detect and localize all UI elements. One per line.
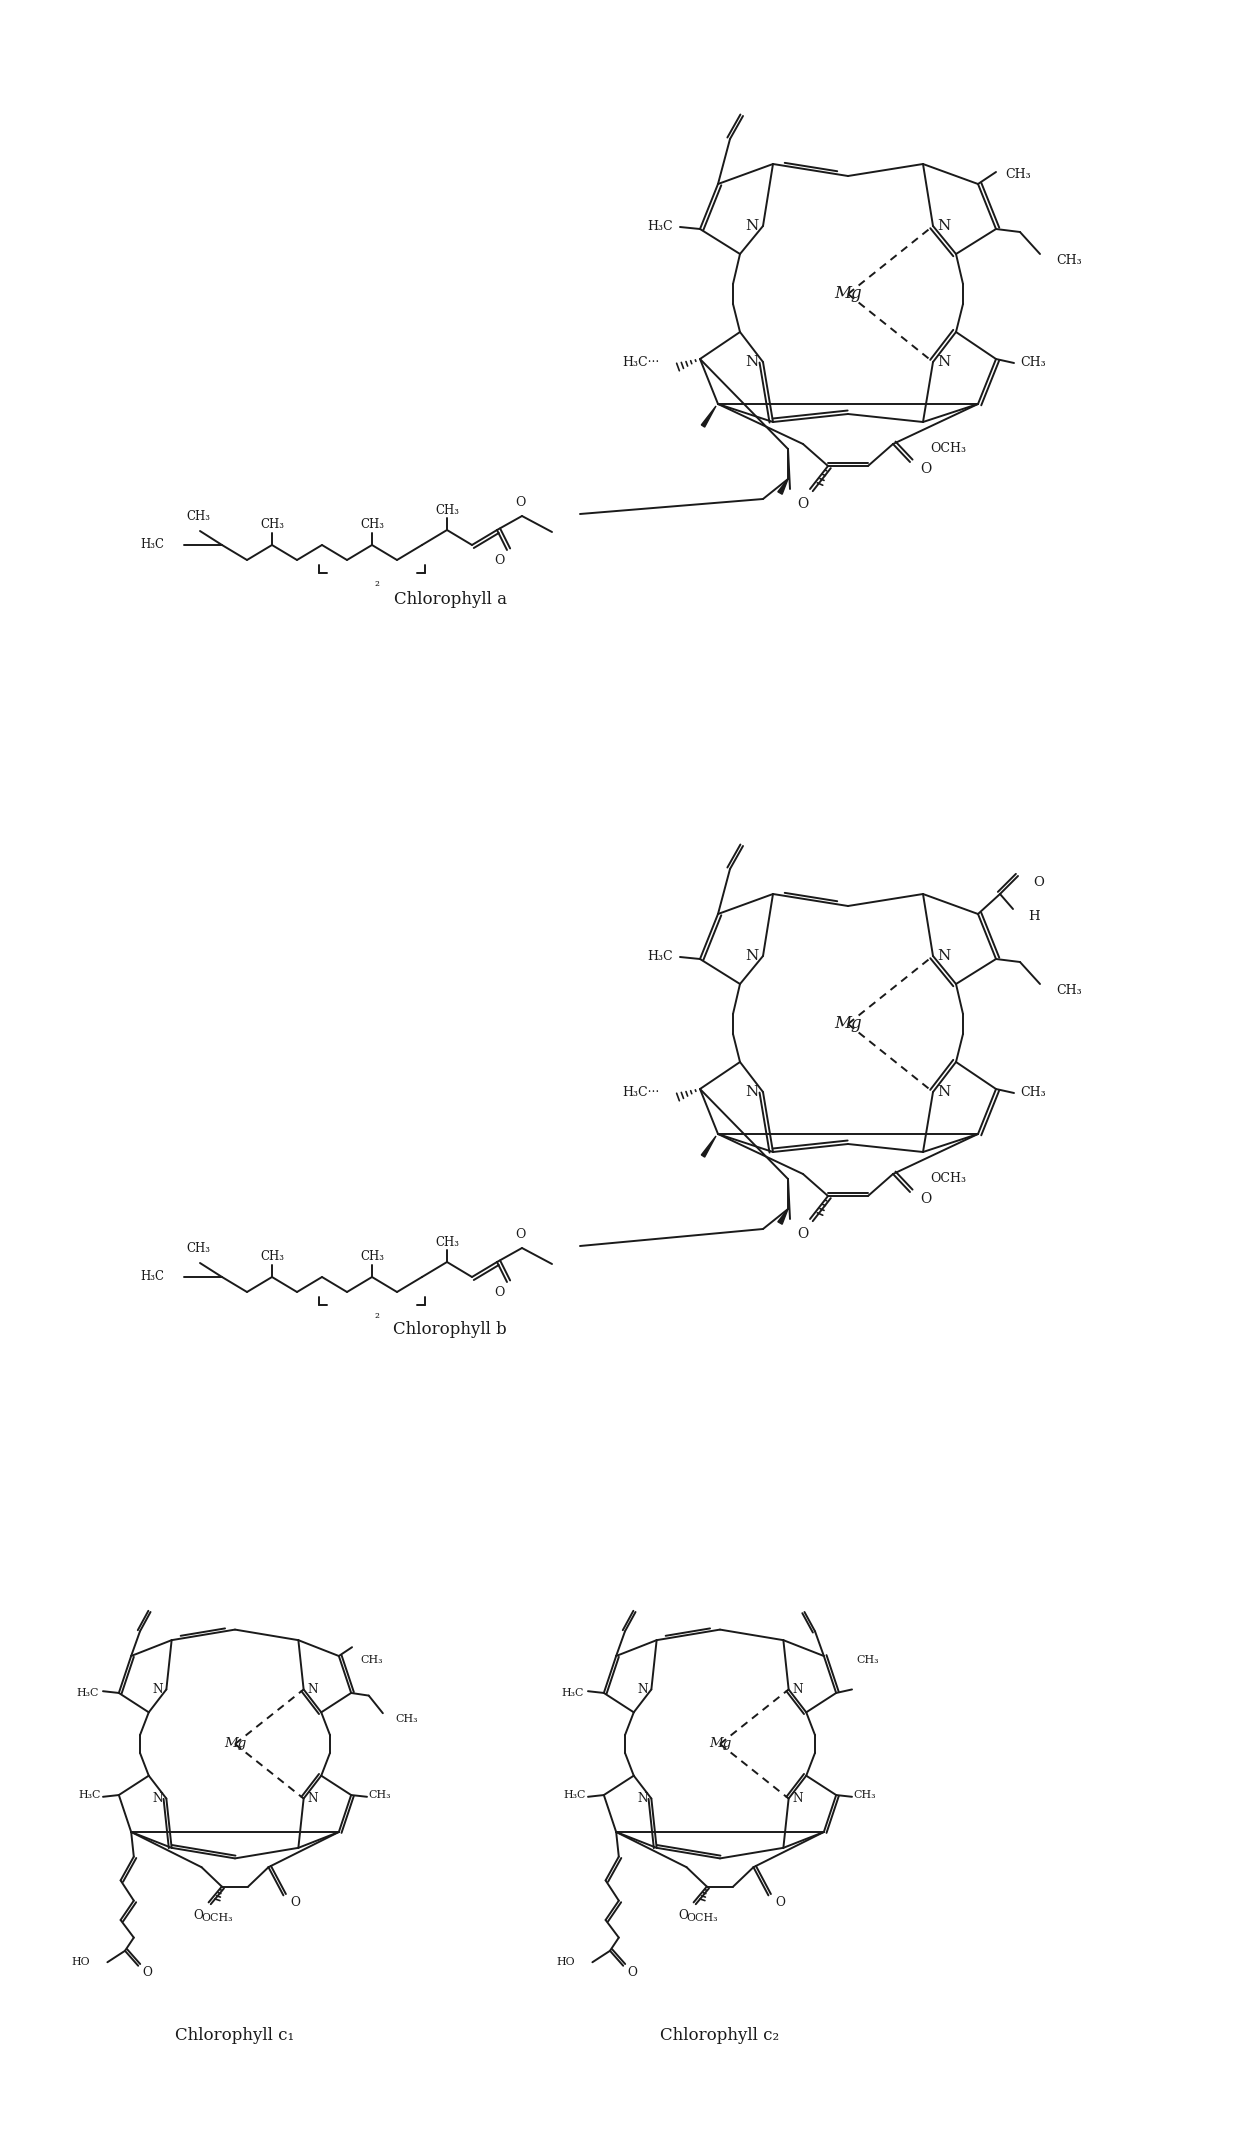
Text: H₃C: H₃C: [140, 1270, 164, 1283]
Text: Mg: Mg: [835, 286, 862, 303]
Text: CH₃: CH₃: [1021, 1086, 1045, 1099]
Text: ₂: ₂: [374, 1308, 379, 1321]
Text: O: O: [494, 1285, 505, 1297]
Text: Chlorophyll c₂: Chlorophyll c₂: [661, 2027, 780, 2044]
Text: H₃C: H₃C: [560, 1688, 584, 1699]
Text: CH₃: CH₃: [186, 1242, 210, 1255]
Text: CH₃: CH₃: [360, 1251, 384, 1263]
Text: Mg: Mg: [835, 1016, 862, 1033]
Text: OCH₃: OCH₃: [687, 1914, 718, 1923]
Text: N: N: [745, 354, 759, 369]
Text: H₃C: H₃C: [647, 220, 673, 233]
Text: N: N: [637, 1793, 647, 1805]
Text: H₃C···: H₃C···: [622, 1086, 660, 1099]
Text: N: N: [153, 1684, 162, 1697]
Text: H₃C: H₃C: [76, 1688, 99, 1699]
Text: Chlorophyll a: Chlorophyll a: [393, 591, 506, 608]
Text: OCH₃: OCH₃: [930, 1172, 966, 1187]
Text: HO: HO: [557, 1957, 575, 1968]
Text: O: O: [775, 1895, 785, 1910]
Text: H: H: [1028, 909, 1039, 922]
Text: CH₃: CH₃: [857, 1656, 879, 1665]
Text: O: O: [143, 1965, 153, 1980]
Polygon shape: [777, 478, 787, 495]
Text: Chlorophyll c₁: Chlorophyll c₁: [175, 2027, 295, 2044]
Text: CH₃: CH₃: [854, 1790, 877, 1801]
Text: CH₃: CH₃: [360, 1656, 382, 1665]
Text: O: O: [193, 1910, 203, 1923]
Text: CH₃: CH₃: [360, 519, 384, 531]
Text: HO: HO: [71, 1957, 89, 1968]
Text: O: O: [920, 461, 931, 476]
Text: CH₃: CH₃: [435, 1236, 459, 1248]
Text: CH₃: CH₃: [435, 504, 459, 516]
Text: ₂: ₂: [374, 576, 379, 589]
Text: CH₃: CH₃: [1004, 166, 1030, 181]
Text: N: N: [937, 1084, 950, 1099]
Text: O: O: [515, 1229, 526, 1242]
Text: CH₃: CH₃: [1056, 984, 1081, 997]
Text: N: N: [937, 354, 950, 369]
Text: Mg: Mg: [223, 1737, 247, 1750]
Text: O: O: [290, 1895, 300, 1910]
Polygon shape: [777, 1210, 787, 1225]
Text: N: N: [308, 1684, 317, 1697]
Text: O: O: [1033, 875, 1044, 888]
Text: N: N: [792, 1793, 802, 1805]
Text: O: O: [920, 1193, 931, 1206]
Text: N: N: [937, 220, 950, 233]
Polygon shape: [702, 1135, 715, 1157]
Text: OCH₃: OCH₃: [202, 1914, 233, 1923]
Text: N: N: [745, 950, 759, 962]
Text: O: O: [515, 497, 526, 510]
Text: O: O: [627, 1965, 637, 1980]
Text: N: N: [308, 1793, 317, 1805]
Text: H₃C: H₃C: [140, 538, 164, 551]
Text: CH₃: CH₃: [260, 519, 284, 531]
Text: CH₃: CH₃: [1021, 356, 1045, 369]
Text: O: O: [797, 1227, 808, 1242]
Text: H₃C: H₃C: [79, 1790, 102, 1801]
Text: CH₃: CH₃: [368, 1790, 392, 1801]
Text: H₃C: H₃C: [647, 950, 673, 962]
Text: N: N: [153, 1793, 162, 1805]
Text: OCH₃: OCH₃: [930, 442, 966, 455]
Text: Chlorophyll b: Chlorophyll b: [393, 1321, 507, 1338]
Text: CH₃: CH₃: [1056, 254, 1081, 267]
Text: N: N: [637, 1684, 647, 1697]
Text: H₃C···: H₃C···: [622, 356, 660, 369]
Text: Mg: Mg: [709, 1737, 732, 1750]
Text: N: N: [745, 220, 759, 233]
Text: CH₃: CH₃: [260, 1251, 284, 1263]
Text: N: N: [745, 1084, 759, 1099]
Text: CH₃: CH₃: [396, 1714, 418, 1724]
Text: O: O: [797, 497, 808, 510]
Text: CH₃: CH₃: [186, 510, 210, 523]
Text: H₃C: H₃C: [564, 1790, 587, 1801]
Text: O: O: [494, 553, 505, 566]
Text: N: N: [937, 950, 950, 962]
Text: N: N: [792, 1684, 802, 1697]
Polygon shape: [702, 405, 715, 427]
Text: O: O: [678, 1910, 688, 1923]
